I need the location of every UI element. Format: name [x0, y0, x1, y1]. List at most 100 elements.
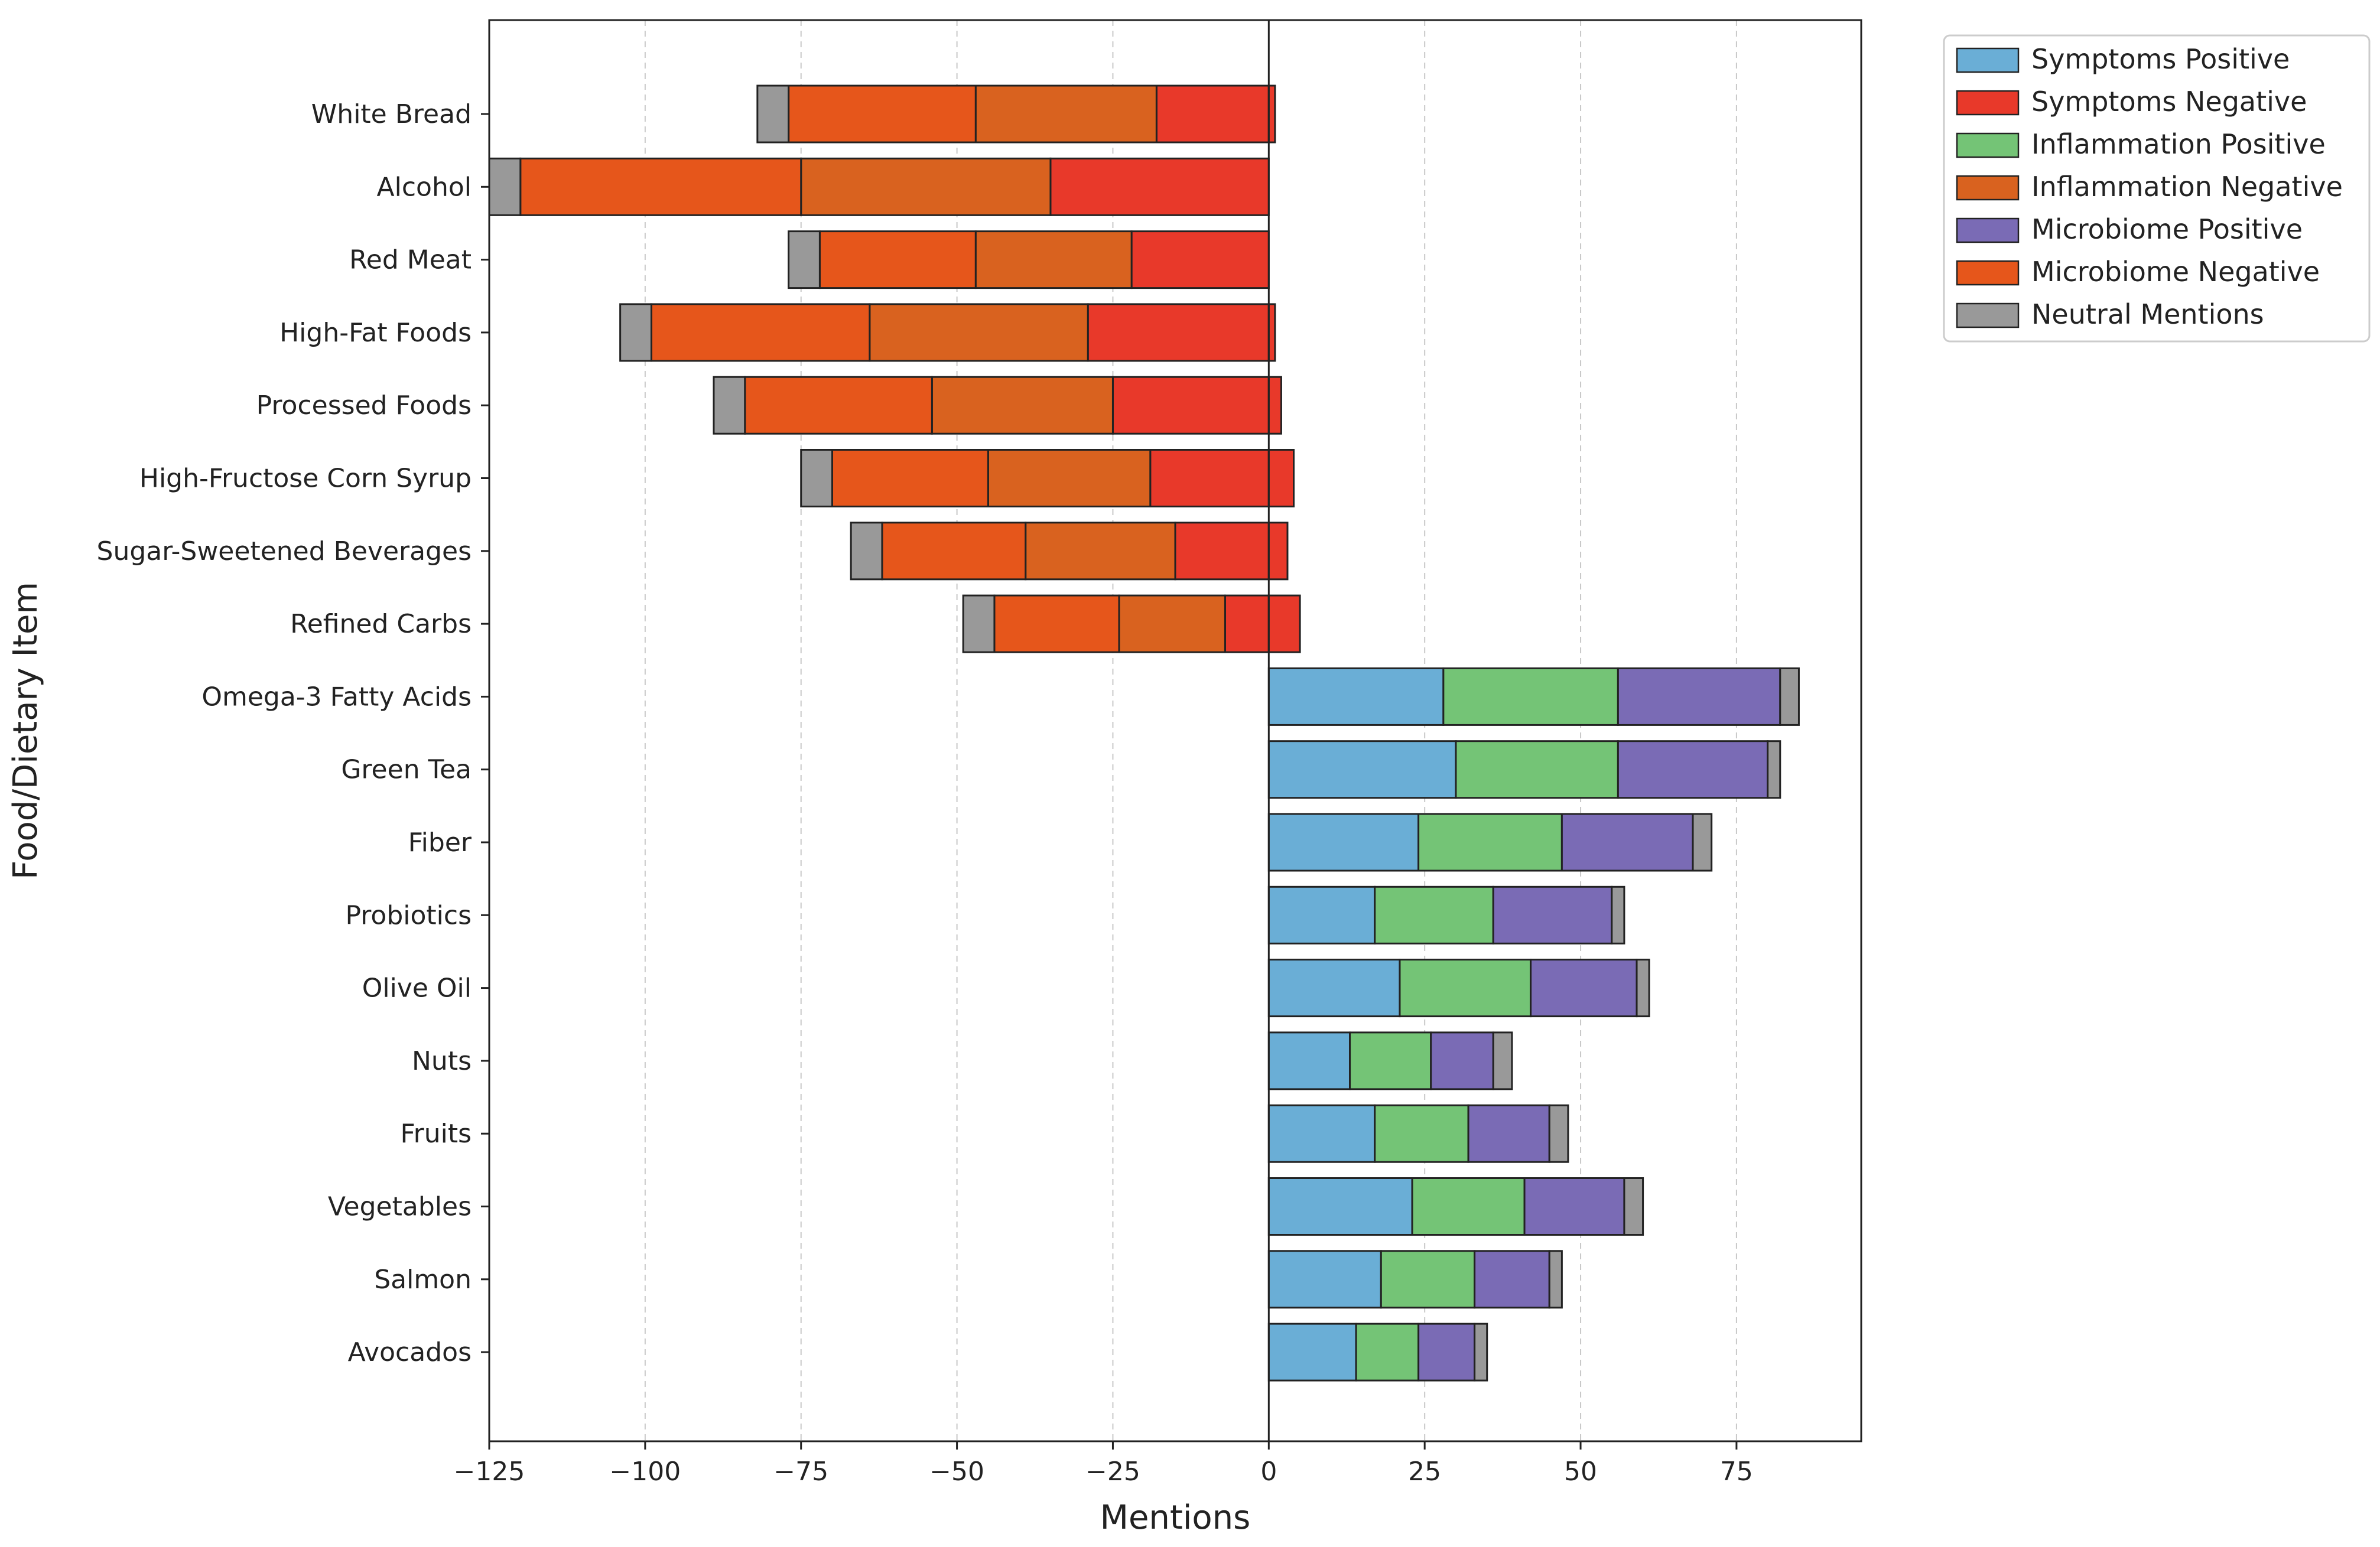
x-tick-label: −25 — [1085, 1457, 1140, 1487]
bar-segment — [1548, 1250, 1563, 1309]
y-tick-label: Processed Foods — [256, 390, 472, 421]
bar-segment — [788, 230, 821, 289]
bar-segment — [1267, 522, 1289, 581]
bar-segment — [1111, 376, 1270, 435]
bar-segment — [1467, 1104, 1550, 1163]
bar-segment — [800, 449, 834, 507]
bar-segment — [1474, 1250, 1550, 1309]
bar-segment — [818, 230, 977, 289]
bar-segment — [831, 449, 989, 507]
bar-segment — [1617, 667, 1781, 726]
bar-segment — [1523, 1177, 1625, 1236]
legend-swatch — [1956, 90, 2020, 116]
x-tick-label: −100 — [609, 1457, 681, 1487]
x-tick-label: −125 — [454, 1457, 525, 1487]
legend-swatch — [1956, 260, 2020, 286]
bar-segment — [1442, 667, 1619, 726]
bar-segment — [1087, 303, 1270, 362]
y-tick-label: Green Tea — [341, 755, 472, 785]
legend-label: Inflammation Positive — [2031, 128, 2326, 160]
bar-segment — [756, 84, 790, 144]
bar-segment — [974, 84, 1158, 144]
bar-segment — [1267, 449, 1295, 507]
y-tick-label: Sugar-Sweetened Beverages — [97, 536, 472, 566]
bar-segment — [1267, 667, 1445, 726]
bar-segment — [1560, 813, 1694, 872]
bar-segment — [1267, 1323, 1357, 1382]
bar-segment — [744, 376, 933, 435]
bar-segment — [1548, 1104, 1569, 1163]
bar-segment — [1636, 959, 1650, 1018]
legend-swatch — [1956, 132, 2020, 158]
bar-segment — [1767, 740, 1781, 799]
x-tick-label: 0 — [1260, 1457, 1277, 1487]
y-tick-label: High-Fructose Corn Syrup — [139, 464, 472, 494]
bar-segment — [1267, 303, 1276, 362]
bar-segment — [881, 522, 1027, 581]
bar-segment — [1267, 740, 1457, 799]
bar-segment — [1224, 594, 1270, 653]
legend-swatch — [1956, 175, 2020, 201]
legend: Symptoms Positive Symptoms Negative Inflam… — [1943, 34, 2371, 343]
bar-segment — [1267, 1031, 1351, 1090]
y-tick-label: Olive Oil — [362, 973, 472, 1004]
bar-segment — [1025, 522, 1176, 581]
bar-segment — [1474, 1323, 1488, 1382]
y-tick-label: White Bread — [311, 99, 472, 129]
bar-segment — [1267, 813, 1420, 872]
bar-segment — [650, 303, 871, 362]
bar-segment — [788, 84, 977, 144]
bar-segment — [1349, 1031, 1432, 1090]
bar-segment — [931, 376, 1114, 435]
bar-segment — [1267, 885, 1376, 945]
bar-segment — [869, 303, 1089, 362]
y-tick-label: Red Meat — [349, 245, 472, 275]
x-tick-label: 50 — [1564, 1457, 1597, 1487]
bar-segment — [800, 157, 1052, 216]
bar-segment — [1417, 813, 1563, 872]
bar-segment — [962, 594, 996, 653]
bar-segment — [1617, 740, 1769, 799]
bar-segment — [1530, 959, 1638, 1018]
bar-segment — [1267, 84, 1276, 144]
bar-segment — [1267, 1177, 1413, 1236]
bar-segment — [619, 303, 652, 362]
legend-label: Inflammation Negative — [2031, 171, 2343, 203]
bar-segment — [1492, 1031, 1513, 1090]
bar-segment — [1267, 594, 1301, 653]
legend-label: Microbiome Positive — [2031, 213, 2303, 245]
plot-frame — [488, 19, 1862, 1442]
legend-swatch — [1956, 302, 2020, 328]
bar-segment — [1267, 376, 1282, 435]
bar-segment — [1399, 959, 1532, 1018]
y-tick-label: Alcohol — [377, 172, 472, 202]
legend-label: Symptoms Negative — [2031, 86, 2307, 118]
bar-segment — [1174, 522, 1270, 581]
legend-label: Microbiome Negative — [2031, 256, 2320, 288]
legend-swatch — [1956, 47, 2020, 73]
legend-swatch — [1956, 217, 2020, 243]
bar-segment — [974, 230, 1133, 289]
legend-box — [1943, 34, 2371, 343]
y-axis-title: Food/Dietary Item — [6, 582, 45, 880]
x-tick-label: 75 — [1720, 1457, 1753, 1487]
bar-segment — [1692, 813, 1713, 872]
bar-segment — [987, 449, 1152, 507]
bar-segment — [1049, 157, 1270, 216]
bar-segment — [1149, 449, 1270, 507]
x-tick-label: −75 — [773, 1457, 828, 1487]
bar-segment — [850, 522, 883, 581]
y-tick-label: Vegetables — [328, 1192, 472, 1222]
y-tick-label: Avocados — [348, 1337, 472, 1367]
bar-segment — [1623, 1177, 1644, 1236]
bars — [488, 84, 1800, 1382]
bar-segment — [1267, 1104, 1376, 1163]
bar-segment — [1417, 1323, 1476, 1382]
y-axis-ticks: White Bread Alcohol Red Meat High-Fat Foods… — [97, 99, 489, 1367]
legend-label: Neutral Mentions — [2031, 298, 2264, 330]
bar-segment — [713, 376, 746, 435]
bar-segment — [1374, 1104, 1469, 1163]
y-tick-label: High-Fat Foods — [279, 318, 472, 348]
x-tick-label: 25 — [1408, 1457, 1441, 1487]
